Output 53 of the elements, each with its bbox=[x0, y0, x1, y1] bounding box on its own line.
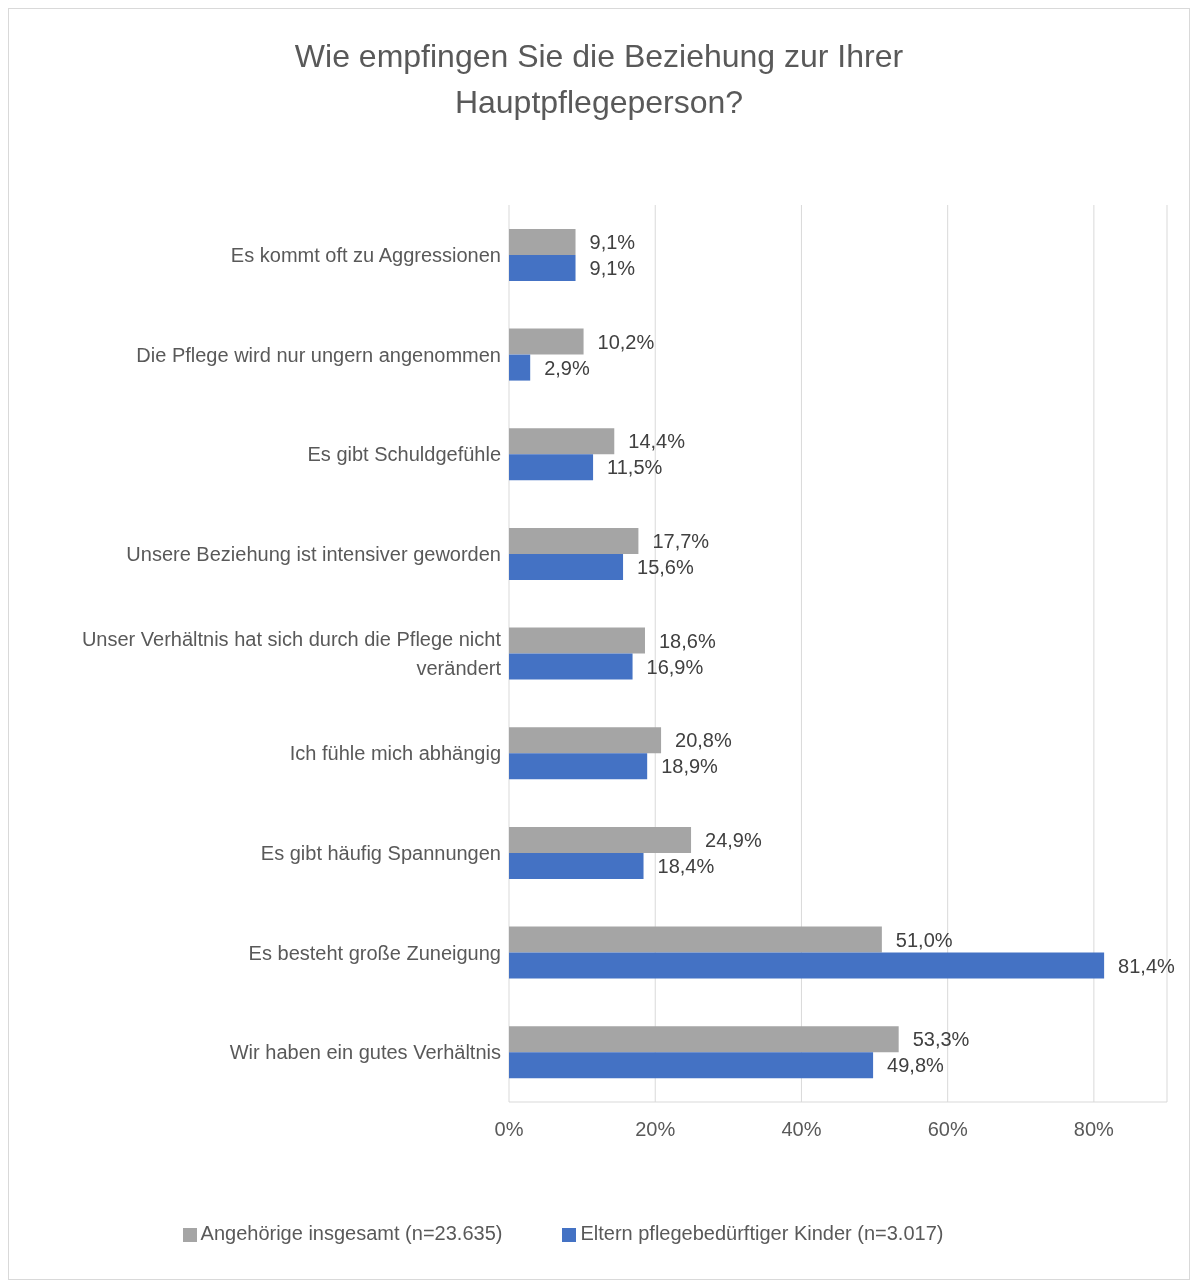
y-tick-label: Wir haben ein gutes Verhältnis bbox=[229, 1041, 501, 1064]
data-label: 18,9% bbox=[661, 755, 719, 778]
bar bbox=[509, 727, 662, 754]
data-label: 16,9% bbox=[646, 655, 704, 678]
bar bbox=[509, 228, 576, 255]
bar bbox=[509, 354, 531, 381]
bar bbox=[509, 753, 648, 780]
data-label: 20,8% bbox=[675, 729, 732, 752]
data-label: 10,2% bbox=[597, 330, 655, 353]
data-label: 11,5% bbox=[607, 456, 663, 479]
y-tick-label: Unsere Beziehung ist intensiver geworden bbox=[126, 542, 501, 565]
data-label: 51,0% bbox=[895, 928, 953, 951]
y-tick-label: Unser Verhältnis hat sich durch die Pflege nicht verändert bbox=[81, 628, 502, 679]
x-tick-label: 20% bbox=[635, 1118, 676, 1141]
data-label: 14,4% bbox=[628, 430, 686, 453]
bar bbox=[509, 926, 882, 953]
legend-label: Eltern pflegebedürftiger Kinder (n=3.017) bbox=[580, 1222, 944, 1244]
bar bbox=[509, 1026, 899, 1053]
y-tick-label: Ich fühle mich abhängig bbox=[289, 742, 501, 765]
bar bbox=[509, 627, 645, 654]
data-label: 9,1% bbox=[589, 257, 636, 280]
x-tick-label: 0% bbox=[494, 1118, 524, 1141]
bar bbox=[509, 653, 633, 680]
data-label: 81,4% bbox=[1118, 954, 1176, 977]
data-label: 53,3% bbox=[912, 1028, 970, 1051]
bar bbox=[509, 952, 1105, 979]
y-tick-label: Es kommt oft zu Aggressionen bbox=[230, 243, 501, 266]
legend-label: Angehörige insgesamt (n=23.635) bbox=[200, 1222, 503, 1244]
data-label: 49,8% bbox=[887, 1054, 945, 1077]
bar bbox=[509, 852, 644, 879]
y-tick-label: Die Pflege wird nur ungern angenommen bbox=[136, 343, 501, 366]
bar bbox=[509, 428, 615, 455]
bar bbox=[509, 826, 692, 853]
data-label: 15,6% bbox=[637, 556, 694, 579]
x-tick-label: 60% bbox=[927, 1118, 968, 1141]
x-tick-label: 80% bbox=[1073, 1118, 1115, 1141]
bar bbox=[509, 1052, 874, 1079]
y-tick-label: Es gibt häufig Spannungen bbox=[260, 841, 501, 864]
data-label: 18,4% bbox=[657, 855, 715, 878]
y-tick-label: Es besteht große Zuneigung bbox=[248, 941, 501, 964]
bar bbox=[509, 553, 624, 580]
bar bbox=[509, 454, 594, 481]
data-label: 24,9% bbox=[705, 829, 762, 852]
data-label: 18,6% bbox=[658, 629, 716, 652]
data-label: 17,7% bbox=[652, 530, 710, 553]
bar bbox=[509, 254, 576, 281]
x-tick-label: 40% bbox=[781, 1118, 822, 1141]
bar bbox=[509, 527, 639, 554]
y-tick-label: Es gibt Schuldgefühle bbox=[307, 443, 501, 466]
data-label: 2,9% bbox=[544, 356, 590, 379]
chart-title: Wie empfingen Sie die Beziehung zur Ihrer Hauptpflegeperson? bbox=[293, 37, 905, 122]
bar bbox=[509, 328, 584, 355]
data-label: 9,1% bbox=[589, 231, 636, 254]
